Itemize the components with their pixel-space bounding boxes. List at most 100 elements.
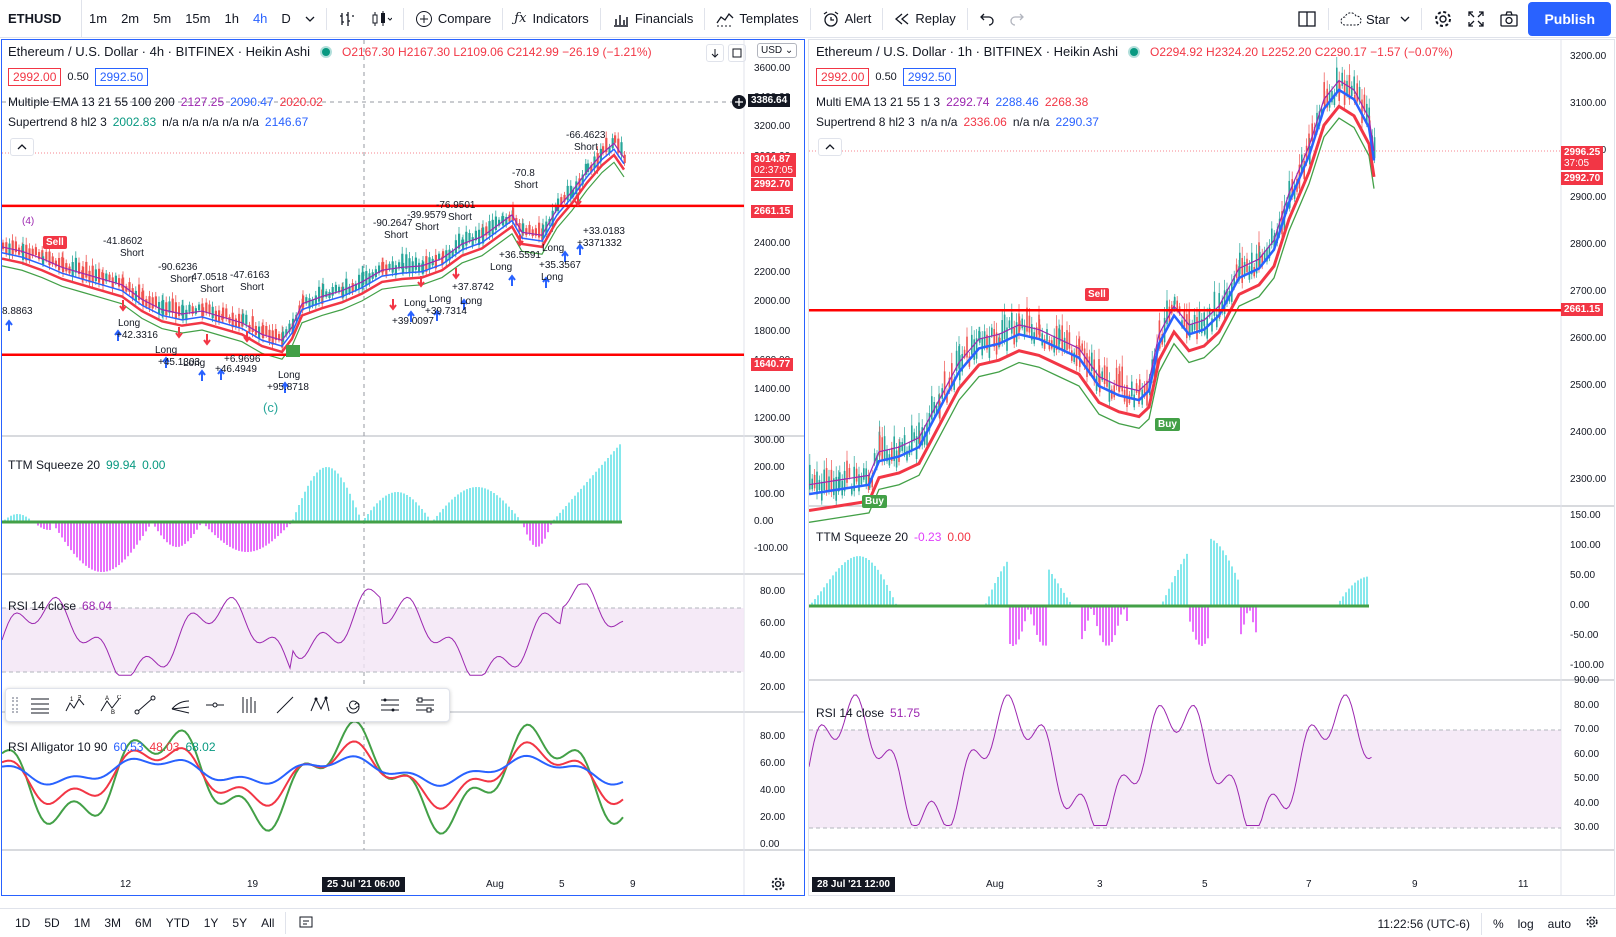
abc-pattern-icon[interactable]: A B C (97, 692, 123, 718)
alert-button[interactable]: Alert (815, 0, 879, 38)
range-5d[interactable]: 5D (44, 916, 60, 930)
right-chart-frame[interactable] (808, 39, 1615, 896)
candle-body (554, 205, 557, 212)
maximize-icon[interactable] (728, 44, 746, 62)
templates-button[interactable]: Templates (709, 0, 805, 38)
interval-1m[interactable]: 1m (89, 11, 108, 26)
financials-button[interactable]: Financials (605, 0, 701, 38)
candle-body (966, 336, 968, 358)
right-ema-legend[interactable]: Multi EMA 13 21 55 1 3 2292.74 2288.46 2… (816, 95, 1088, 109)
arrow-down-icon[interactable] (706, 44, 724, 62)
interval-2m[interactable]: 2m (121, 11, 140, 26)
interval-15m[interactable]: 15m (185, 11, 211, 26)
replay-button[interactable]: Replay (887, 0, 962, 38)
right-price-tick: 2600.00 (1570, 333, 1607, 344)
log-toggle[interactable]: log (1517, 916, 1534, 931)
compare-button[interactable]: Compare (408, 0, 498, 38)
right-supertrend-legend[interactable]: Supertrend 8 hl2 3 n/a n/a 2336.06 n/a n… (816, 115, 1099, 129)
redo-icon[interactable] (1002, 0, 1032, 38)
range-5y[interactable]: 5Y (232, 916, 248, 930)
range-all[interactable]: All (261, 916, 275, 930)
candle-body (382, 261, 385, 272)
left-chart-title[interactable]: Ethereum / U.S. Dollar · 4h · BITFINEX ·… (8, 44, 310, 59)
interval-5m[interactable]: 5m (153, 11, 172, 26)
candles-icon[interactable] (363, 0, 399, 38)
bar-style-icon[interactable] (331, 0, 363, 38)
star-button[interactable]: Star (1333, 0, 1417, 38)
left-ema-v2: 2090.47 (230, 95, 274, 109)
candle-body (1176, 300, 1178, 311)
left-chart-canvas[interactable] (2, 40, 804, 895)
right-bid-box[interactable]: 2992.00 (816, 68, 870, 86)
interval-1h[interactable]: 1h (224, 11, 239, 26)
right-ema-v2: 2288.46 (995, 95, 1039, 109)
fib-retracement-icon[interactable] (27, 692, 53, 718)
candle-body (865, 468, 867, 486)
long-arrow (561, 250, 569, 262)
right-chart-canvas[interactable] (809, 40, 1614, 895)
right-time-tick: 5 (1202, 879, 1208, 890)
date-range-calendar-icon[interactable] (290, 915, 322, 932)
settings-gear-icon[interactable] (1578, 915, 1606, 932)
settings-sliders-icon[interactable] (412, 692, 438, 718)
ray-icon[interactable] (272, 692, 298, 718)
range-3m[interactable]: 3M (104, 916, 122, 930)
right-ask-box[interactable]: 2992.50 (902, 68, 957, 86)
pitchfork-icon[interactable] (167, 692, 193, 718)
spiral-icon[interactable] (342, 692, 368, 718)
candle-body (334, 284, 337, 292)
left-rsi-legend[interactable]: RSI 14 close 68.04 (8, 599, 112, 613)
right-ema-v1: 2292.74 (946, 95, 990, 109)
crosshair-plus-icon[interactable] (731, 94, 747, 113)
left-axis-settings-icon[interactable] (770, 876, 786, 895)
xabcd-pattern-icon[interactable] (307, 692, 333, 718)
range-1m[interactable]: 1M (73, 916, 91, 930)
right-collapse-legend-button[interactable] (818, 138, 842, 156)
left-supertrend-legend[interactable]: Supertrend 8 hl2 3 2002.83 n/a n/a n/a n… (8, 115, 308, 129)
left-ttm-legend[interactable]: TTM Squeeze 20 99.94 0.00 (8, 458, 165, 472)
trend-line-icon[interactable] (132, 692, 158, 718)
range-ytd[interactable]: YTD (165, 916, 190, 930)
candle-body (305, 297, 308, 304)
candle-body (1271, 228, 1273, 245)
drag-handle-icon[interactable] (12, 697, 18, 713)
right-chart-title[interactable]: Ethereum / U.S. Dollar · 1h · BITFINEX ·… (816, 44, 1118, 59)
candle-body (262, 325, 265, 339)
right-rsi-legend[interactable]: RSI 14 close 51.75 (816, 706, 920, 720)
symbol-search[interactable]: ETHUSD (0, 0, 82, 38)
clock-time[interactable]: 11:22:56 (UTC-6) (1377, 916, 1470, 931)
left-alligator-legend[interactable]: RSI Alligator 10 90 60.53 48.03 68.02 (8, 740, 216, 754)
right-ttm-legend[interactable]: TTM Squeeze 20 -0.23 0.00 (816, 530, 971, 544)
percent-toggle[interactable]: % (1492, 916, 1504, 931)
candle-body (1121, 366, 1123, 392)
range-1y[interactable]: 1Y (203, 916, 219, 930)
price-range-icon[interactable] (377, 692, 403, 718)
chevron-down-icon[interactable] (298, 0, 322, 38)
range-1d[interactable]: 1D (15, 916, 31, 930)
camera-icon[interactable] (1492, 0, 1526, 38)
left-bid-box[interactable]: 2992.00 (8, 68, 62, 86)
candle-body (1191, 323, 1193, 332)
indicators-button[interactable]: ƒx Indicators (507, 0, 596, 38)
layout-icon[interactable] (1290, 0, 1324, 38)
interval-d[interactable]: D (281, 11, 291, 26)
fullscreen-icon[interactable] (1460, 0, 1492, 38)
left-chart-frame[interactable] (1, 39, 805, 896)
right-ttm-tick: -100.00 (1570, 660, 1604, 671)
left-ema-legend[interactable]: Multiple EMA 13 21 55 100 200 2127.25 20… (8, 95, 323, 109)
horizontal-ray-icon[interactable] (202, 692, 228, 718)
auto-toggle[interactable]: auto (1547, 916, 1571, 931)
gear-icon[interactable] (1426, 0, 1460, 38)
undo-icon[interactable] (972, 0, 1002, 38)
currency-selector[interactable]: USD ⌄ (757, 43, 798, 58)
interval-4h[interactable]: 4h (252, 11, 268, 26)
long-position-icon[interactable] (237, 692, 263, 718)
left-supertrend-v2: 2146.67 (264, 115, 309, 129)
candle-body (198, 304, 201, 311)
range-6m[interactable]: 6M (135, 916, 152, 930)
candle-body (14, 241, 17, 253)
left-ask-box[interactable]: 2992.50 (94, 68, 149, 86)
collapse-legend-button[interactable] (10, 138, 34, 156)
publish-button[interactable]: Publish (1528, 2, 1611, 36)
